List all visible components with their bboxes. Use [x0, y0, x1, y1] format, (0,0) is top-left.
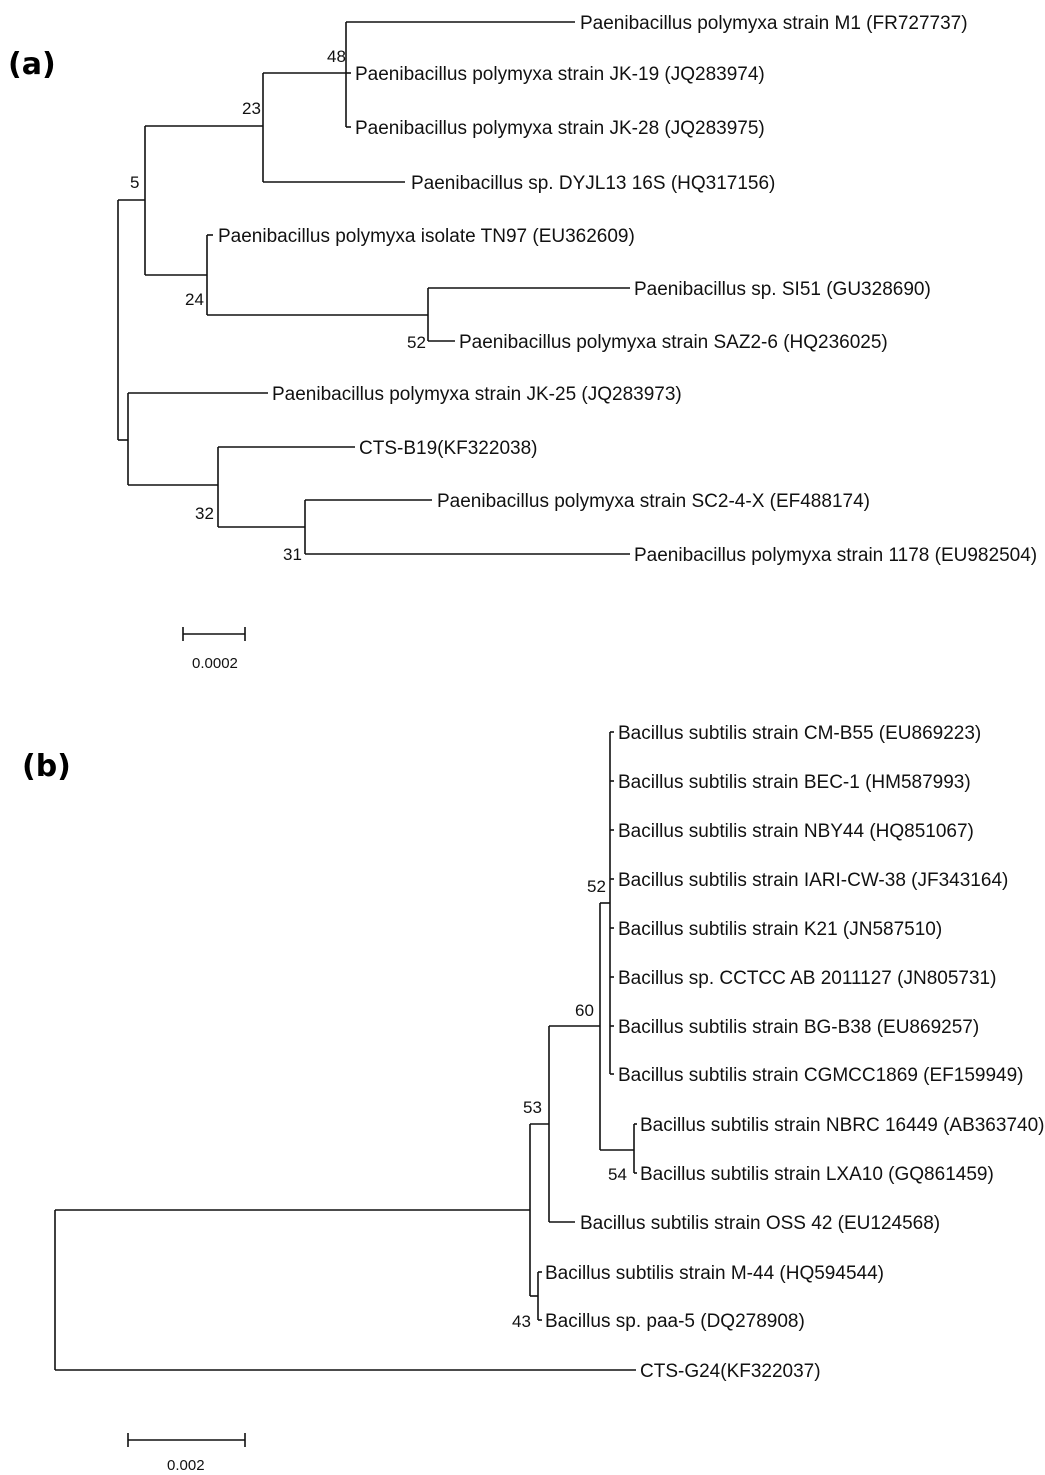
- leaf-label: Bacillus sp. CCTCC AB 2011127 (JN805731): [618, 968, 996, 989]
- bootstrap-value: 60: [575, 1001, 594, 1020]
- tree-a-branches: [117, 21, 630, 555]
- leaf-label: CTS-G24(KF322037): [640, 1361, 821, 1382]
- leaf-label: Paenibacillus polymyxa isolate TN97 (EU3…: [218, 226, 635, 247]
- leaf-label: Bacillus subtilis strain NBRC 16449 (AB3…: [640, 1115, 1044, 1136]
- leaf-label: Bacillus subtilis strain OSS 42 (EU12456…: [580, 1213, 940, 1234]
- leaf-label: Paenibacillus polymyxa strain JK-25 (JQ2…: [272, 384, 682, 405]
- bootstrap-value: 43: [512, 1312, 531, 1331]
- tree-b-bootstrap: 52 60 53 54 43: [512, 877, 627, 1331]
- leaf-label: Bacillus subtilis strain K21 (JN587510): [618, 919, 942, 940]
- tree-b-branches: [54, 731, 637, 1371]
- leaf-label: Bacillus subtilis strain LXA10 (GQ861459…: [640, 1164, 994, 1185]
- bootstrap-value: 5: [130, 173, 139, 192]
- leaf-label: Bacillus subtilis strain NBY44 (HQ851067…: [618, 821, 974, 842]
- bootstrap-value: 31: [283, 545, 302, 564]
- leaf-label: CTS-B19(KF322038): [359, 438, 537, 459]
- scale-bar-b: 0.002: [127, 1433, 246, 1474]
- bootstrap-value: 53: [523, 1098, 542, 1117]
- tree-b-leaf-labels: Bacillus subtilis strain CM-B55 (EU86922…: [545, 723, 1044, 1382]
- scale-bar-label: 0.0002: [192, 655, 238, 672]
- tree-a-bootstrap: 48 23 5 24 52 32 31: [130, 47, 426, 564]
- panel-b: (b): [22, 723, 1044, 1474]
- panel-a-label: (a): [8, 47, 56, 82]
- leaf-label: Paenibacillus sp. DYJL13 16S (HQ317156): [411, 173, 775, 194]
- leaf-label: Bacillus subtilis strain CGMCC1869 (EF15…: [618, 1065, 1024, 1086]
- scale-bar-label: 0.002: [167, 1457, 205, 1474]
- scale-bar-a: 0.0002: [182, 627, 246, 672]
- leaf-label: Bacillus subtilis strain BEC-1 (HM587993…: [618, 772, 971, 793]
- bootstrap-value: 23: [242, 99, 261, 118]
- leaf-label: Paenibacillus polymyxa strain SAZ2-6 (HQ…: [459, 332, 888, 353]
- leaf-label: Bacillus sp. paa-5 (DQ278908): [545, 1311, 805, 1332]
- leaf-label: Paenibacillus polymyxa strain 1178 (EU98…: [634, 545, 1037, 566]
- leaf-label: Paenibacillus sp. SI51 (GU328690): [634, 279, 931, 300]
- leaf-label: Paenibacillus polymyxa strain M1 (FR7277…: [580, 13, 968, 34]
- leaf-label: Bacillus subtilis strain CM-B55 (EU86922…: [618, 723, 981, 744]
- leaf-label: Bacillus subtilis strain BG-B38 (EU86925…: [618, 1017, 979, 1038]
- bootstrap-value: 52: [587, 877, 606, 896]
- bootstrap-value: 54: [608, 1165, 627, 1184]
- leaf-label: Bacillus subtilis strain M-44 (HQ594544): [545, 1263, 884, 1284]
- bootstrap-value: 52: [407, 333, 426, 352]
- leaf-label: Paenibacillus polymyxa strain SC2-4-X (E…: [437, 491, 870, 512]
- bootstrap-value: 24: [185, 290, 204, 309]
- tree-a-leaf-labels: Paenibacillus polymyxa strain M1 (FR7277…: [218, 13, 1037, 566]
- bootstrap-value: 48: [327, 47, 346, 66]
- leaf-label: Bacillus subtilis strain IARI-CW-38 (JF3…: [618, 870, 1008, 891]
- panel-b-label: (b): [22, 749, 71, 784]
- leaf-label: Paenibacillus polymyxa strain JK-19 (JQ2…: [355, 64, 765, 85]
- panel-a: (a): [8, 13, 1037, 672]
- bootstrap-value: 32: [195, 504, 214, 523]
- leaf-label: Paenibacillus polymyxa strain JK-28 (JQ2…: [355, 118, 765, 139]
